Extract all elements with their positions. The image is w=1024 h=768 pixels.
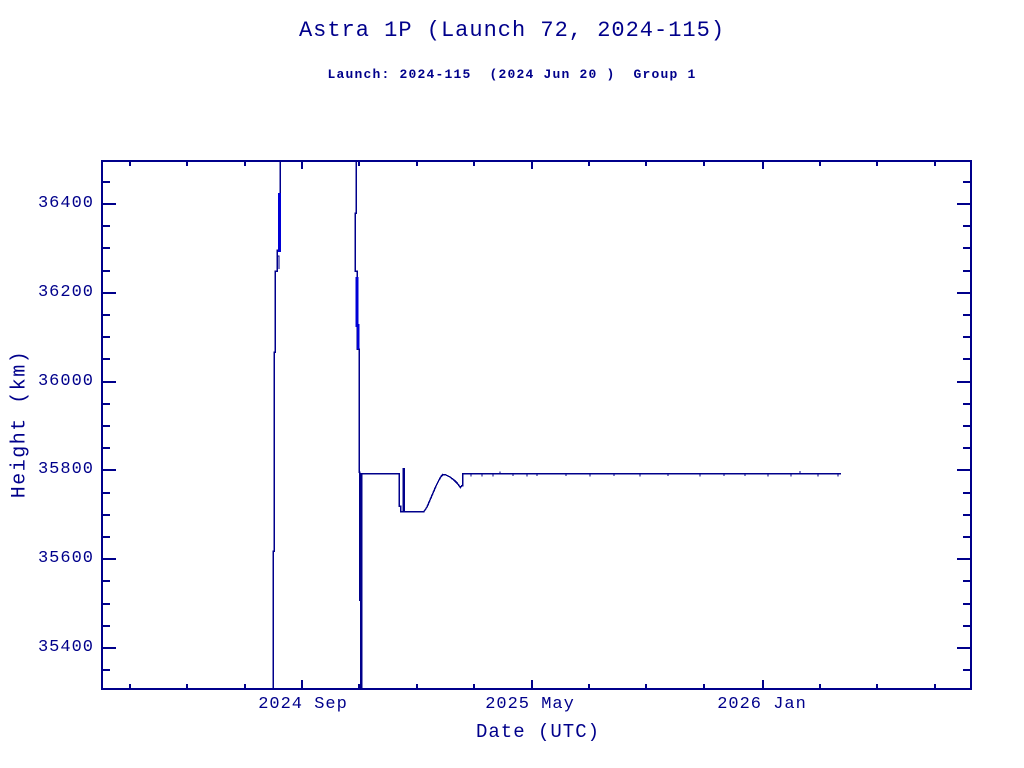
y-axis-label: Height (km) bbox=[8, 349, 32, 499]
y-tick-label: 35400 bbox=[37, 638, 94, 657]
y-tick-label: 36000 bbox=[37, 372, 94, 391]
x-tick-label: 2026 Jan bbox=[717, 695, 807, 714]
chart-subtitle: Launch: 2024-115 (2024 Jun 20 ) Group 1 bbox=[327, 67, 697, 82]
data-line-excursion-1-detail bbox=[277, 255, 280, 269]
data-line-noise bbox=[470, 471, 839, 477]
chart-title: Astra 1P (Launch 72, 2024-115) bbox=[298, 18, 726, 43]
x-axis-label: Date (UTC) bbox=[475, 721, 601, 743]
y-tick-label: 36200 bbox=[37, 283, 94, 302]
axis-minor-ticks bbox=[102, 161, 971, 689]
data-line-main bbox=[360, 467, 841, 513]
plot-frame bbox=[101, 160, 972, 690]
data-line-excursion-2 bbox=[354, 160, 362, 601]
x-tick-label: 2024 Sep bbox=[258, 695, 348, 714]
x-tick-label: 2025 May bbox=[485, 695, 575, 714]
axis-major-ticks bbox=[102, 161, 971, 689]
y-tick-label: 35600 bbox=[37, 549, 94, 568]
y-tick-label: 36400 bbox=[37, 194, 94, 213]
y-tick-label: 35800 bbox=[37, 460, 94, 479]
